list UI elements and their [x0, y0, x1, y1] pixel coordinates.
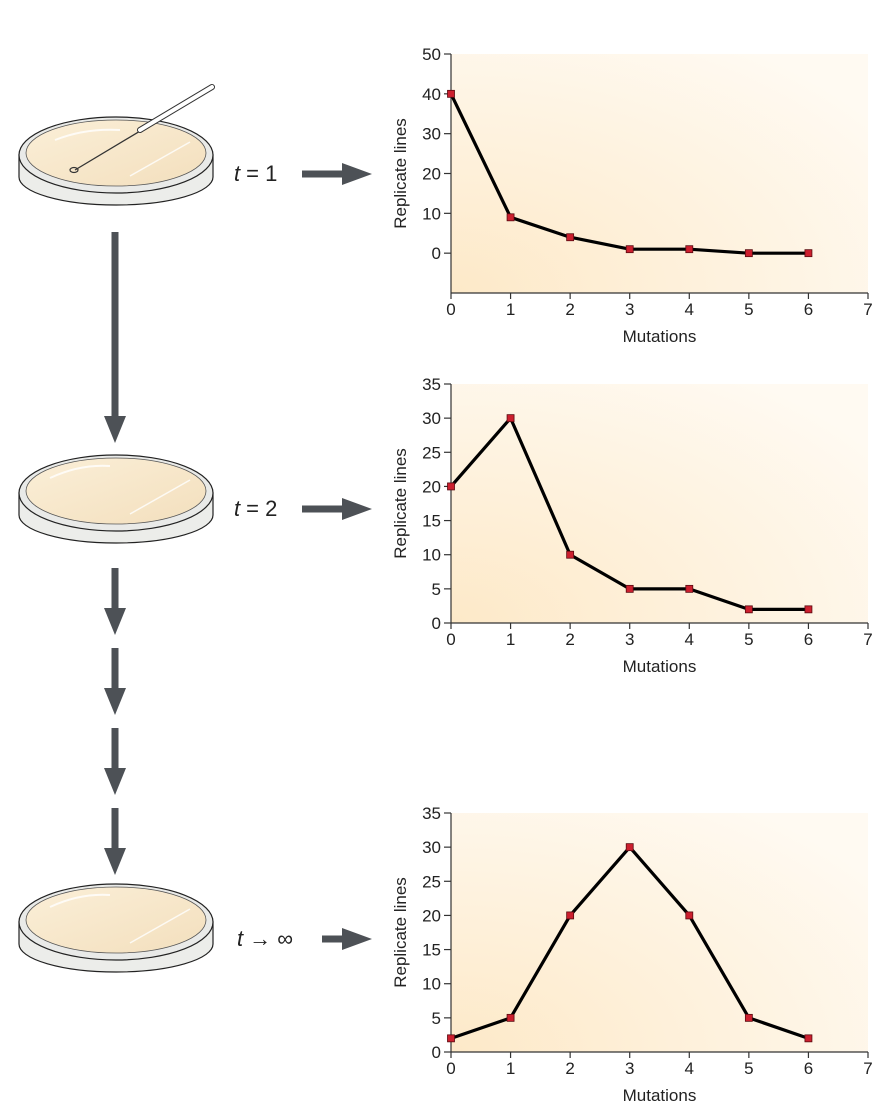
y-axis-title: Replicate lines: [391, 877, 410, 988]
x-tick-label: 1: [506, 630, 515, 649]
y-tick-label: 30: [422, 125, 441, 144]
x-tick-label: 7: [863, 300, 872, 319]
x-tick-label: 4: [685, 1059, 694, 1078]
data-point: [447, 1034, 455, 1043]
x-tick-label: 0: [446, 1059, 455, 1078]
y-tick-label: 40: [422, 85, 441, 104]
x-tick-label: 3: [625, 300, 634, 319]
y-tick-label: 5: [432, 580, 441, 599]
plot-area: [451, 384, 868, 623]
time-label-1: t = 1: [234, 161, 277, 186]
data-point: [625, 843, 634, 852]
y-axis-title: Replicate lines: [391, 448, 410, 559]
x-tick-label: 0: [446, 630, 455, 649]
data-point: [804, 249, 813, 258]
y-tick-label: 25: [422, 443, 441, 462]
data-point: [506, 1013, 515, 1022]
x-tick-label: 6: [804, 1059, 813, 1078]
down-arrow-1: [104, 232, 126, 443]
y-tick-label: 50: [422, 45, 441, 64]
x-tick-label: 3: [625, 630, 634, 649]
data-point: [447, 89, 455, 98]
y-tick-label: 10: [422, 975, 441, 994]
data-point: [566, 233, 575, 242]
x-axis-title: Mutations: [623, 657, 697, 676]
y-tick-label: 0: [432, 1043, 441, 1062]
y-tick-label: 0: [432, 244, 441, 263]
y-tick-label: 30: [422, 409, 441, 428]
data-point: [447, 482, 455, 491]
x-tick-label: 6: [804, 300, 813, 319]
plot-area: [451, 813, 868, 1052]
chart-t2: 0 1 2 3 4 5 6 7 0 5 10 15 20 25 30 35 Mutations Replicate…: [391, 375, 873, 676]
data-point: [804, 1034, 813, 1043]
x-tick-label: 5: [744, 300, 753, 319]
y-tick-label: 5: [432, 1009, 441, 1028]
y-axis-title: Replicate lines: [391, 118, 410, 229]
data-point: [685, 584, 694, 593]
petri-dish-1: [18, 84, 215, 206]
x-tick-label: 2: [565, 1059, 574, 1078]
data-point: [685, 245, 694, 254]
y-tick-label: 15: [422, 941, 441, 960]
data-point: [744, 249, 753, 258]
data-point: [506, 414, 515, 423]
data-point: [744, 1013, 753, 1022]
time-label-2: t = 2: [234, 496, 277, 521]
x-axis-title: Mutations: [623, 1086, 697, 1105]
right-arrow-3: [322, 928, 372, 950]
x-tick-label: 5: [744, 1059, 753, 1078]
right-arrow-1: [302, 163, 372, 185]
data-point: [744, 605, 753, 614]
y-tick-label: 30: [422, 838, 441, 857]
x-tick-label: 1: [506, 300, 515, 319]
y-tick-label: 35: [422, 804, 441, 823]
y-tick-label: 20: [422, 477, 441, 496]
down-arrow-4: [104, 728, 126, 795]
data-point: [625, 245, 634, 254]
x-tick-label: 2: [565, 630, 574, 649]
x-tick-label: 1: [506, 1059, 515, 1078]
y-tick-label: 35: [422, 375, 441, 394]
x-tick-label: 2: [565, 300, 574, 319]
y-tick-label: 20: [422, 165, 441, 184]
y-tick-label: 10: [422, 546, 441, 565]
data-point: [566, 911, 575, 920]
data-point: [804, 605, 813, 614]
time-label-3: t → ∞: [237, 926, 293, 951]
x-axis-title: Mutations: [623, 327, 697, 346]
petri-dish-3: [18, 883, 214, 973]
y-tick-label: 0: [432, 614, 441, 633]
x-tick-label: 4: [685, 630, 694, 649]
down-arrow-2: [104, 568, 126, 635]
y-tick-label: 10: [422, 204, 441, 223]
x-tick-label: 6: [804, 630, 813, 649]
data-point: [625, 584, 634, 593]
data-point: [685, 911, 694, 920]
down-arrow-5: [104, 808, 126, 875]
chart-t1: 0 1 2 3 4 5 6 7 0 10 20 30 40 50 Mutations Replicate li…: [391, 45, 873, 346]
x-tick-label: 7: [863, 1059, 872, 1078]
petri-dish-2: [18, 454, 214, 544]
x-tick-label: 4: [685, 300, 694, 319]
data-point: [506, 213, 515, 222]
y-tick-label: 25: [422, 872, 441, 891]
chart-t-infinity: 0 1 2 3 4 5 6 7 0 5 10 15 20 25 30 35 Mutations Replicate…: [391, 804, 873, 1105]
plot-area: [451, 54, 868, 293]
x-tick-label: 3: [625, 1059, 634, 1078]
x-tick-label: 0: [446, 300, 455, 319]
down-arrow-3: [104, 648, 126, 715]
inoculating-loop-icon: [69, 84, 215, 174]
right-arrow-2: [302, 498, 372, 520]
y-tick-label: 20: [422, 906, 441, 925]
y-tick-label: 15: [422, 512, 441, 531]
x-tick-label: 5: [744, 630, 753, 649]
x-tick-label: 7: [863, 630, 872, 649]
data-point: [566, 550, 575, 559]
